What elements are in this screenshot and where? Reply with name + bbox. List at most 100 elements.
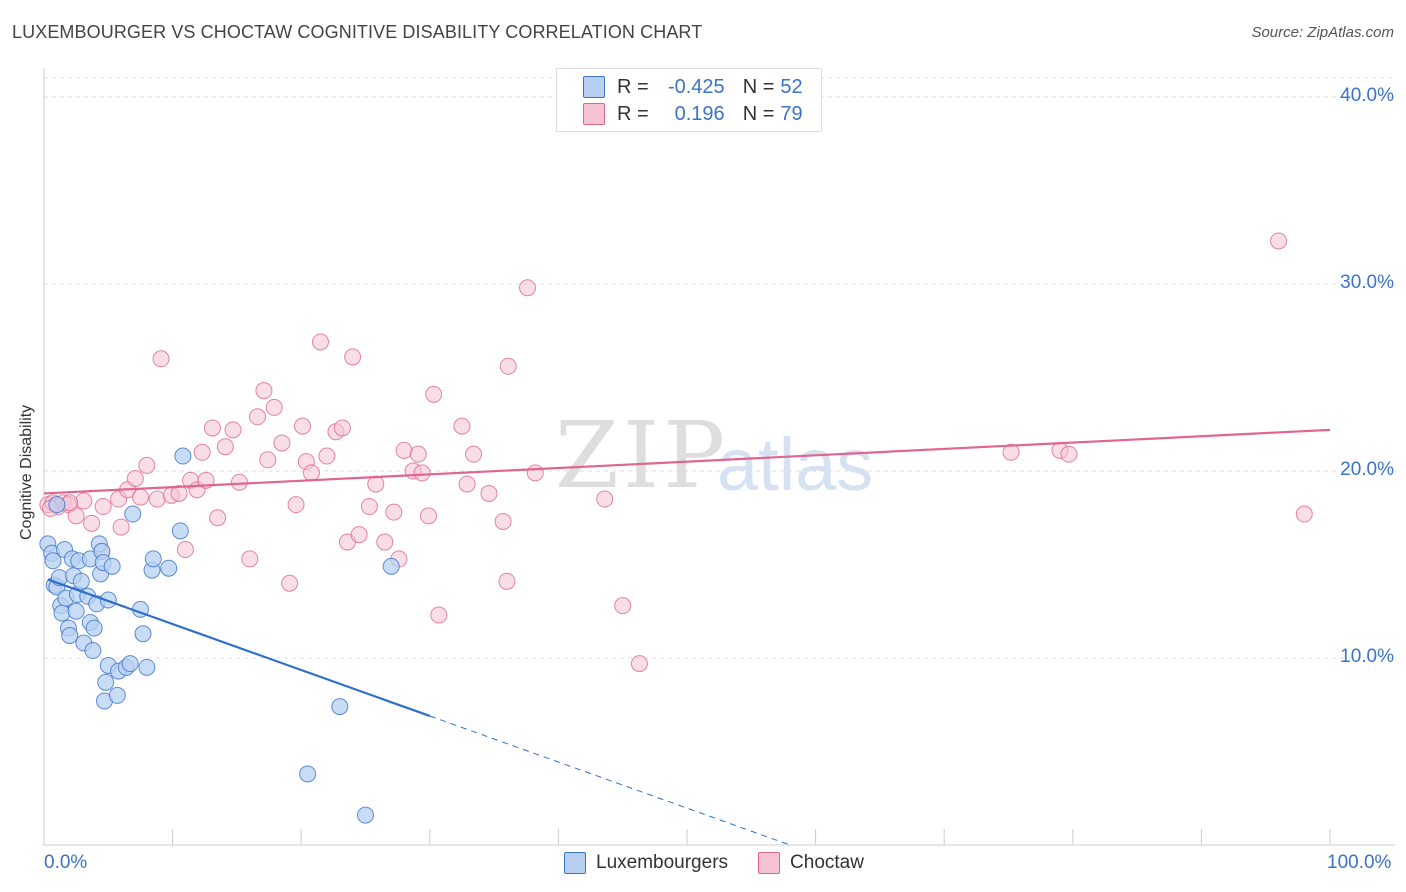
choctaw-point xyxy=(458,475,476,493)
choctaw-point xyxy=(255,382,273,400)
choctaw-point xyxy=(281,574,299,592)
choctaw-point xyxy=(395,441,413,459)
choctaw-point xyxy=(293,417,311,435)
legend-row-choctaw: R = 0.196 N = 79 xyxy=(583,101,803,127)
choctaw-point xyxy=(494,512,512,530)
choctaw-point xyxy=(126,469,144,487)
choctaw-point xyxy=(1060,445,1078,463)
choctaw-point xyxy=(273,434,291,452)
legend-n-value: 79 xyxy=(780,102,803,125)
choctaw-point xyxy=(465,445,483,463)
choctaw-point xyxy=(230,473,248,491)
legend-n-value: 52 xyxy=(780,75,803,98)
choctaw-point xyxy=(152,350,170,368)
legend-n-label: N = xyxy=(742,75,775,98)
choctaw-point xyxy=(287,496,305,514)
x-tick-label-min: 0.0% xyxy=(44,852,88,873)
luxembourger-trend-line xyxy=(47,578,431,718)
choctaw-point xyxy=(630,655,648,673)
luxembourger-point xyxy=(138,658,156,676)
choctaw-point xyxy=(176,541,194,559)
choctaw-point xyxy=(425,385,443,403)
choctaw-points xyxy=(39,232,1313,673)
luxembourger-point xyxy=(44,552,62,570)
correlation-legend: R = -0.425 N = 52 R = 0.196 N = 79 xyxy=(556,68,822,132)
luxembourger-point xyxy=(97,673,115,691)
series-label: Luxembourgers xyxy=(596,852,729,873)
choctaw-point xyxy=(376,533,394,551)
choctaw-point xyxy=(385,503,403,521)
choctaw-point xyxy=(498,572,516,590)
choctaw-point xyxy=(224,421,242,439)
choctaw-point xyxy=(420,507,438,525)
y-tick-label: 20.0% xyxy=(1340,459,1394,480)
choctaw-point xyxy=(453,417,471,435)
watermark-atlas: atlas xyxy=(717,423,873,506)
luxembourger-point xyxy=(48,496,66,514)
choctaw-point xyxy=(526,464,544,482)
choctaw-point xyxy=(112,518,130,536)
legend-swatch-pink xyxy=(583,103,605,125)
choctaw-point xyxy=(430,606,448,624)
choctaw-point xyxy=(209,509,227,527)
luxembourger-point xyxy=(134,625,152,643)
luxembourger-point xyxy=(331,698,349,716)
choctaw-point xyxy=(265,398,283,416)
luxembourger-point xyxy=(67,602,85,620)
legend-swatch-blue xyxy=(583,76,605,98)
choctaw-point xyxy=(413,464,431,482)
luxembourger-point xyxy=(171,522,189,540)
choctaw-point xyxy=(614,597,632,615)
choctaw-point xyxy=(75,492,93,510)
watermark: ZIP atlas xyxy=(555,402,873,509)
x-tick-label-max: 100.0% xyxy=(1327,852,1392,873)
legend-r-label: R = xyxy=(617,75,649,98)
legend-r-value: 0.196 xyxy=(674,102,725,125)
series-legend-choctaw: Choctaw xyxy=(758,852,864,874)
series-legend: Luxembourgers Choctaw xyxy=(564,852,894,874)
choctaw-point xyxy=(138,456,156,474)
gridlines xyxy=(44,77,1395,659)
choctaw-point xyxy=(311,333,329,351)
luxembourger-point xyxy=(144,550,162,568)
choctaw-point xyxy=(259,451,277,469)
choctaw-point xyxy=(216,438,234,456)
luxembourger-trend-extension xyxy=(429,715,791,846)
choctaw-trend-line xyxy=(43,428,1331,495)
luxembourger-point xyxy=(382,557,400,575)
choctaw-point xyxy=(596,490,614,508)
choctaw-point xyxy=(1295,505,1313,523)
choctaw-point xyxy=(367,475,385,493)
luxembourger-point xyxy=(299,765,317,783)
choctaw-point xyxy=(193,443,211,461)
choctaw-point xyxy=(333,419,351,437)
y-axis-label: Cognitive Disability xyxy=(18,404,35,540)
choctaw-point xyxy=(94,498,112,516)
chart-title: LUXEMBOURGER VS CHOCTAW COGNITIVE DISABI… xyxy=(12,22,703,42)
luxembourger-point xyxy=(174,447,192,465)
choctaw-point xyxy=(344,348,362,366)
choctaw-point xyxy=(302,464,320,482)
choctaw-point xyxy=(241,550,259,568)
series-label: Choctaw xyxy=(790,852,864,873)
choctaw-point xyxy=(360,498,378,516)
choctaw-point xyxy=(350,526,368,544)
series-legend-luxembourgers: Luxembourgers xyxy=(564,852,728,874)
luxembourger-point xyxy=(124,505,142,523)
choctaw-point xyxy=(318,447,336,465)
luxembourger-point xyxy=(53,604,71,622)
luxembourger-point xyxy=(84,642,102,660)
luxembourger-point xyxy=(121,655,139,673)
luxembourger-point xyxy=(61,627,79,645)
series-swatch-pink xyxy=(758,852,781,874)
axes xyxy=(43,68,1395,846)
choctaw-point xyxy=(480,484,498,502)
choctaw-point xyxy=(499,357,517,375)
luxembourger-point xyxy=(72,572,90,590)
choctaw-point xyxy=(1270,232,1288,250)
choctaw-point xyxy=(1002,443,1020,461)
choctaw-point xyxy=(248,408,266,426)
luxembourger-point xyxy=(108,686,126,704)
choctaw-point xyxy=(409,445,427,463)
